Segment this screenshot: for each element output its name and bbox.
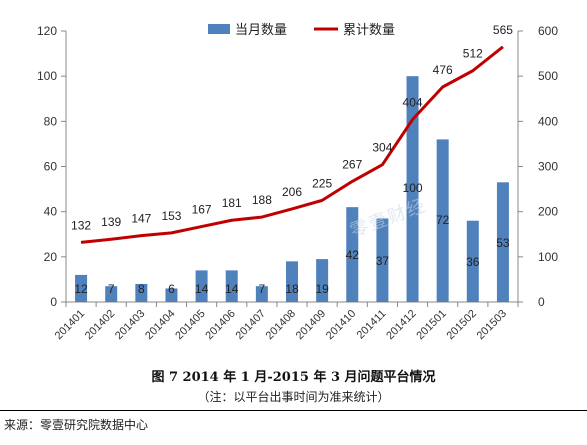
legend-bar-label: 当月数量 bbox=[235, 23, 287, 38]
bar bbox=[165, 288, 178, 302]
y-left-tick-label: 120 bbox=[37, 24, 57, 38]
x-tick-label: 201412 bbox=[384, 308, 418, 342]
line-value-label: 565 bbox=[493, 23, 513, 37]
bar-value-label: 37 bbox=[376, 254, 390, 268]
x-tick-label: 201402 bbox=[83, 308, 117, 342]
bar-value-label: 14 bbox=[225, 282, 239, 296]
y-left-tick-label: 40 bbox=[44, 205, 58, 219]
y-right-tick-label: 0 bbox=[538, 295, 545, 309]
line-value-label: 167 bbox=[192, 203, 212, 217]
chart-legend: 当月数量 累计数量 bbox=[208, 23, 395, 38]
bar bbox=[75, 274, 88, 302]
x-tick-label: 201401 bbox=[53, 308, 87, 342]
x-tick-label: 201501 bbox=[414, 308, 448, 342]
x-tick-label: 201406 bbox=[203, 308, 237, 342]
bar-value-label: 36 bbox=[466, 255, 480, 269]
bar-value-label: 7 bbox=[259, 282, 266, 296]
y-right-tick-label: 500 bbox=[538, 69, 558, 83]
line-value-label: 225 bbox=[312, 176, 332, 190]
bar-value-label: 72 bbox=[436, 213, 450, 227]
line-value-label: 153 bbox=[161, 209, 181, 223]
line-series bbox=[80, 45, 504, 244]
bar-value-label: 8 bbox=[138, 282, 145, 296]
bar bbox=[225, 270, 238, 302]
line-value-label: 404 bbox=[403, 96, 423, 110]
y-right-tick-label: 100 bbox=[538, 250, 558, 264]
bar bbox=[346, 207, 359, 302]
line-value-label: 188 bbox=[252, 193, 272, 207]
line-value-label: 476 bbox=[433, 63, 453, 77]
bar-value-label: 7 bbox=[108, 282, 115, 296]
line-value-label: 147 bbox=[131, 212, 151, 226]
x-tick-label: 201503 bbox=[475, 308, 509, 342]
bar bbox=[436, 139, 449, 302]
y-left-tick-label: 80 bbox=[44, 114, 58, 128]
line-value-label: 139 bbox=[101, 215, 121, 229]
bar bbox=[195, 270, 208, 302]
bar bbox=[496, 182, 509, 302]
line-value-label: 512 bbox=[463, 47, 483, 61]
bar-value-label: 53 bbox=[496, 236, 510, 250]
y-left-tick-label: 60 bbox=[44, 160, 58, 174]
legend-bar-swatch bbox=[208, 24, 230, 34]
y-left-tick-label: 100 bbox=[37, 69, 57, 83]
line-value-label: 304 bbox=[372, 141, 392, 155]
y-right-tick-label: 600 bbox=[538, 24, 558, 38]
x-tick-label: 201405 bbox=[173, 308, 207, 342]
bar-value-label: 12 bbox=[74, 282, 88, 296]
y-right-tick-label: 200 bbox=[538, 205, 558, 219]
bar bbox=[376, 218, 389, 302]
bar bbox=[135, 283, 148, 302]
x-tick-label: 201408 bbox=[264, 308, 298, 342]
x-tick-label: 201410 bbox=[324, 308, 358, 342]
x-tick-label: 201403 bbox=[113, 308, 147, 342]
x-tick-label: 201407 bbox=[234, 308, 268, 342]
bar-value-label: 19 bbox=[315, 282, 329, 296]
y-left-tick-label: 20 bbox=[44, 250, 58, 264]
divider bbox=[0, 410, 587, 411]
bar-value-label: 18 bbox=[285, 282, 299, 296]
y-left-tick-label: 0 bbox=[50, 295, 57, 309]
bar-value-label: 14 bbox=[195, 282, 209, 296]
x-tick-label: 201409 bbox=[294, 308, 328, 342]
line-value-label: 181 bbox=[222, 196, 242, 210]
bar bbox=[406, 76, 419, 303]
source-note: 来源：零壹研究院数据中心 bbox=[4, 418, 149, 432]
y-right-tick-label: 400 bbox=[538, 114, 558, 128]
bar bbox=[255, 286, 268, 302]
bar bbox=[105, 286, 118, 302]
line-value-label: 132 bbox=[71, 218, 91, 232]
x-tick-label: 201411 bbox=[355, 308, 389, 342]
combo-chart: 当月数量 累计数量 0 20 40 60 80 100 120 0 100 200 300 400 50… bbox=[37, 23, 558, 342]
bar bbox=[466, 220, 479, 302]
bar-value-label: 6 bbox=[168, 282, 175, 296]
bar bbox=[316, 259, 329, 302]
x-tick-label: 201404 bbox=[143, 308, 177, 342]
x-tick-label: 201502 bbox=[444, 308, 478, 342]
bar-value-label: 42 bbox=[346, 248, 360, 262]
figure-note: （注：以平台出事时间为准来统计） bbox=[197, 390, 390, 404]
line-value-label: 206 bbox=[282, 185, 302, 199]
bar-series bbox=[75, 76, 509, 303]
figure-title: 图 7 2014 年 1 月-2015 年 3 月问题平台情况 bbox=[151, 370, 436, 385]
line-value-label: 267 bbox=[342, 157, 362, 171]
bar bbox=[286, 261, 298, 302]
y-right-tick-label: 300 bbox=[538, 160, 558, 174]
legend-line-label: 累计数量 bbox=[343, 23, 395, 38]
bar-value-label: 100 bbox=[403, 181, 423, 195]
